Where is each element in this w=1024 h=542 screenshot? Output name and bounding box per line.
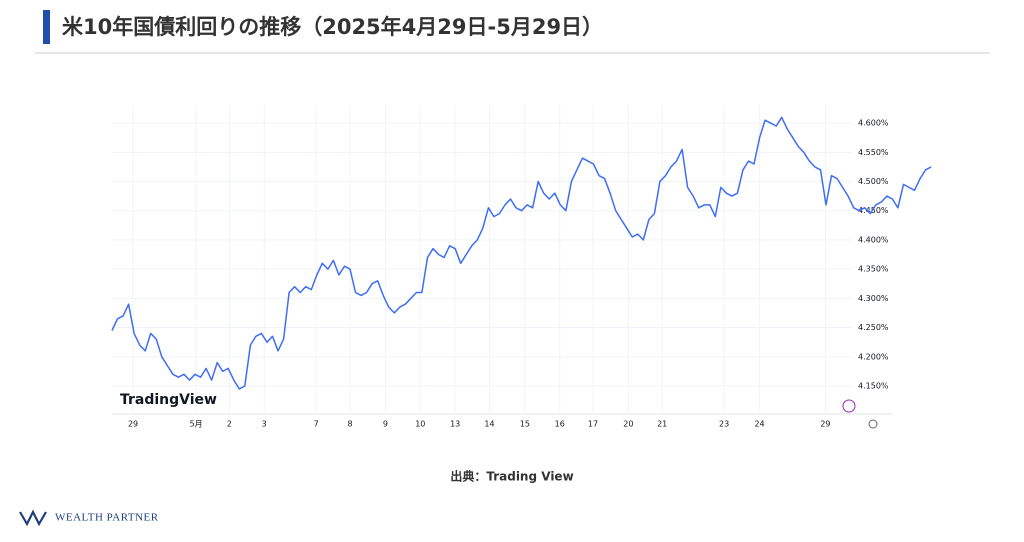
x-tick-label: 5月 bbox=[190, 420, 203, 429]
y-tick-label: 4.600% bbox=[858, 119, 889, 128]
watermark: TradingView bbox=[120, 392, 217, 408]
x-tick-label: 23 bbox=[719, 420, 729, 429]
x-tick-label: 15 bbox=[520, 420, 530, 429]
y-tick-label: 4.400% bbox=[858, 235, 889, 244]
x-tick-label: 17 bbox=[588, 420, 598, 429]
logo: WEALTH PARTNER bbox=[55, 512, 159, 524]
x-tick-label: 3 bbox=[262, 420, 267, 429]
x-tick-label: 13 bbox=[450, 420, 460, 429]
x-tick-label: 10 bbox=[415, 420, 425, 429]
y-tick-label: 4.550% bbox=[858, 148, 889, 157]
y-tick-label: 4.350% bbox=[858, 265, 889, 274]
y-tick-label: 4.250% bbox=[858, 323, 889, 332]
title-accent bbox=[43, 10, 50, 44]
x-tick-label: 2 bbox=[227, 420, 232, 429]
x-tick-label: 29 bbox=[820, 420, 830, 429]
flash-icon bbox=[842, 399, 856, 413]
y-tick-label: 4.150% bbox=[858, 381, 889, 390]
x-tick-label: 14 bbox=[484, 420, 494, 429]
x-tick-label: 7 bbox=[314, 420, 319, 429]
x-tick-label: 8 bbox=[347, 420, 352, 429]
x-tick-label: 21 bbox=[657, 420, 667, 429]
y-tick-label: 4.500% bbox=[858, 177, 889, 186]
settings-icon bbox=[868, 419, 878, 429]
x-tick-label: 20 bbox=[623, 420, 633, 429]
y-tick-label: 4.300% bbox=[858, 294, 889, 303]
y-tick-label: 4.200% bbox=[858, 352, 889, 361]
logo-mark bbox=[19, 509, 47, 527]
x-tick-label: 9 bbox=[383, 420, 388, 429]
y-tick-label: 4.450% bbox=[858, 206, 889, 215]
x-tick-label: 29 bbox=[128, 420, 138, 429]
slide-title: 米10年国債利回りの推移（2025年4月29日-5月29日） bbox=[62, 15, 603, 39]
x-tick-label: 24 bbox=[754, 420, 764, 429]
yield-line bbox=[111, 116, 932, 390]
source: 出典：Trading View bbox=[450, 469, 573, 484]
x-tick-label: 16 bbox=[555, 420, 565, 429]
